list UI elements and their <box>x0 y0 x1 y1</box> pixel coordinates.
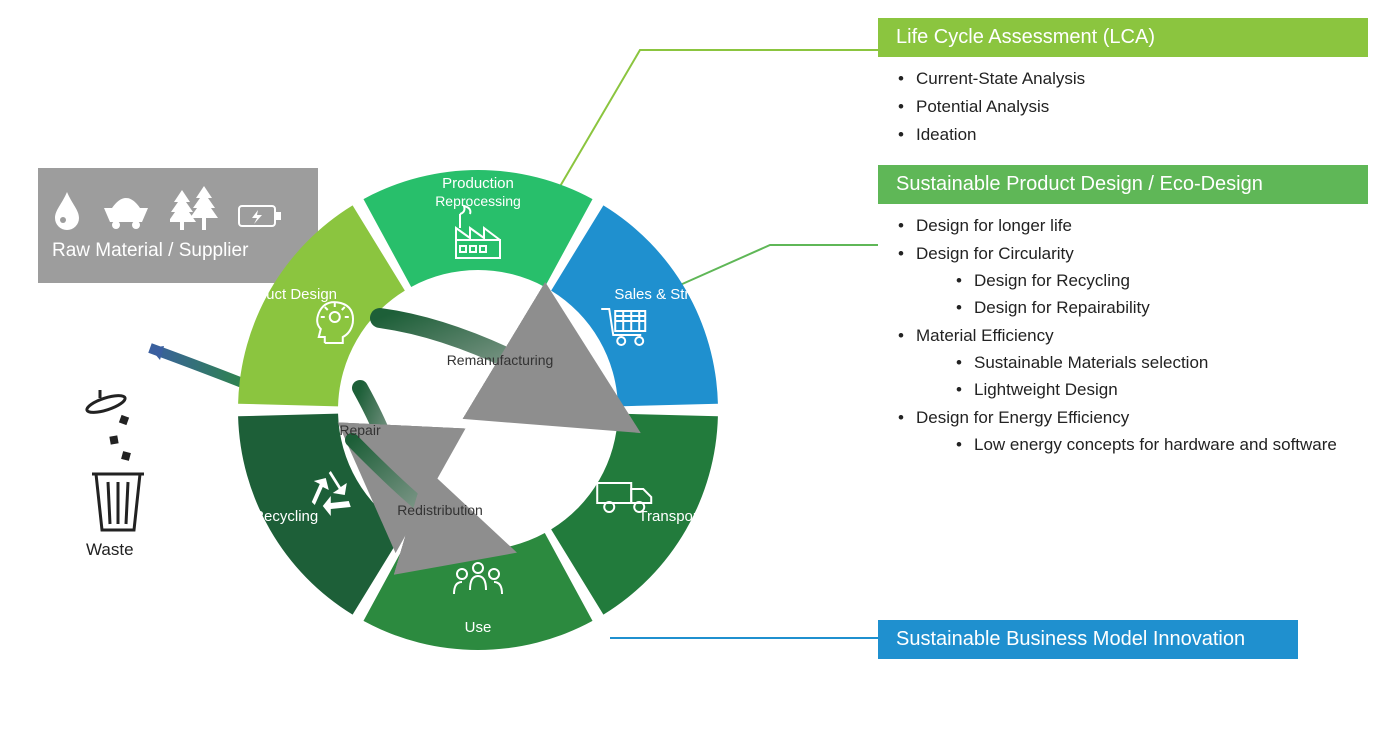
eco-bullet: Design for Circularity Design for Recycl… <box>898 244 1368 318</box>
eco-subbullet: Design for Repairability <box>956 298 1368 318</box>
lca-bullet: Potential Analysis <box>898 97 1368 117</box>
segment-product-design <box>238 205 405 406</box>
segment-label-transport: Transport <box>638 508 702 525</box>
banner-biz: Sustainable Business Model Innovation <box>878 620 1298 659</box>
banner-lca: Life Cycle Assessment (LCA) <box>878 18 1368 57</box>
eco-bullet: Material Efficiency Sustainable Material… <box>898 326 1368 400</box>
eco-bullet: Design for Energy Efficiency Low energy … <box>898 408 1368 455</box>
eco-bullet: Design for longer life <box>898 216 1368 236</box>
segment-sales <box>551 205 718 406</box>
segment-label-sales: Sales & Strategy <box>614 286 726 303</box>
segment-label-use: Use <box>465 619 492 636</box>
eco-bullets: Design for longer life Design for Circul… <box>878 216 1368 455</box>
inner-label-remanufacturing: Remanufacturing <box>447 352 554 368</box>
lca-bullets: Current-State Analysis Potential Analysi… <box>878 69 1368 145</box>
segment-label2-production: Reprocessing <box>435 193 521 209</box>
inner-label-redistribution: Redistribution <box>397 502 483 518</box>
segment-label-production: Production <box>442 175 514 192</box>
inner-label-repair: Repair <box>339 422 381 438</box>
lca-bullet: Ideation <box>898 125 1368 145</box>
connector-eco <box>680 245 878 285</box>
eco-subbullet: Lightweight Design <box>956 380 1368 400</box>
segment-label-recycling: Recycling <box>253 508 318 525</box>
eco-subbullet: Low energy concepts for hardware and sof… <box>956 435 1368 455</box>
banner-eco: Sustainable Product Design / Eco-Design <box>878 165 1368 204</box>
segment-label-product-design: Product Design <box>234 286 337 303</box>
eco-subbullet: Sustainable Materials selection <box>956 353 1368 373</box>
eco-subbullet: Design for Recycling <box>956 271 1368 291</box>
lca-bullet: Current-State Analysis <box>898 69 1368 89</box>
connector-lca <box>552 50 878 200</box>
